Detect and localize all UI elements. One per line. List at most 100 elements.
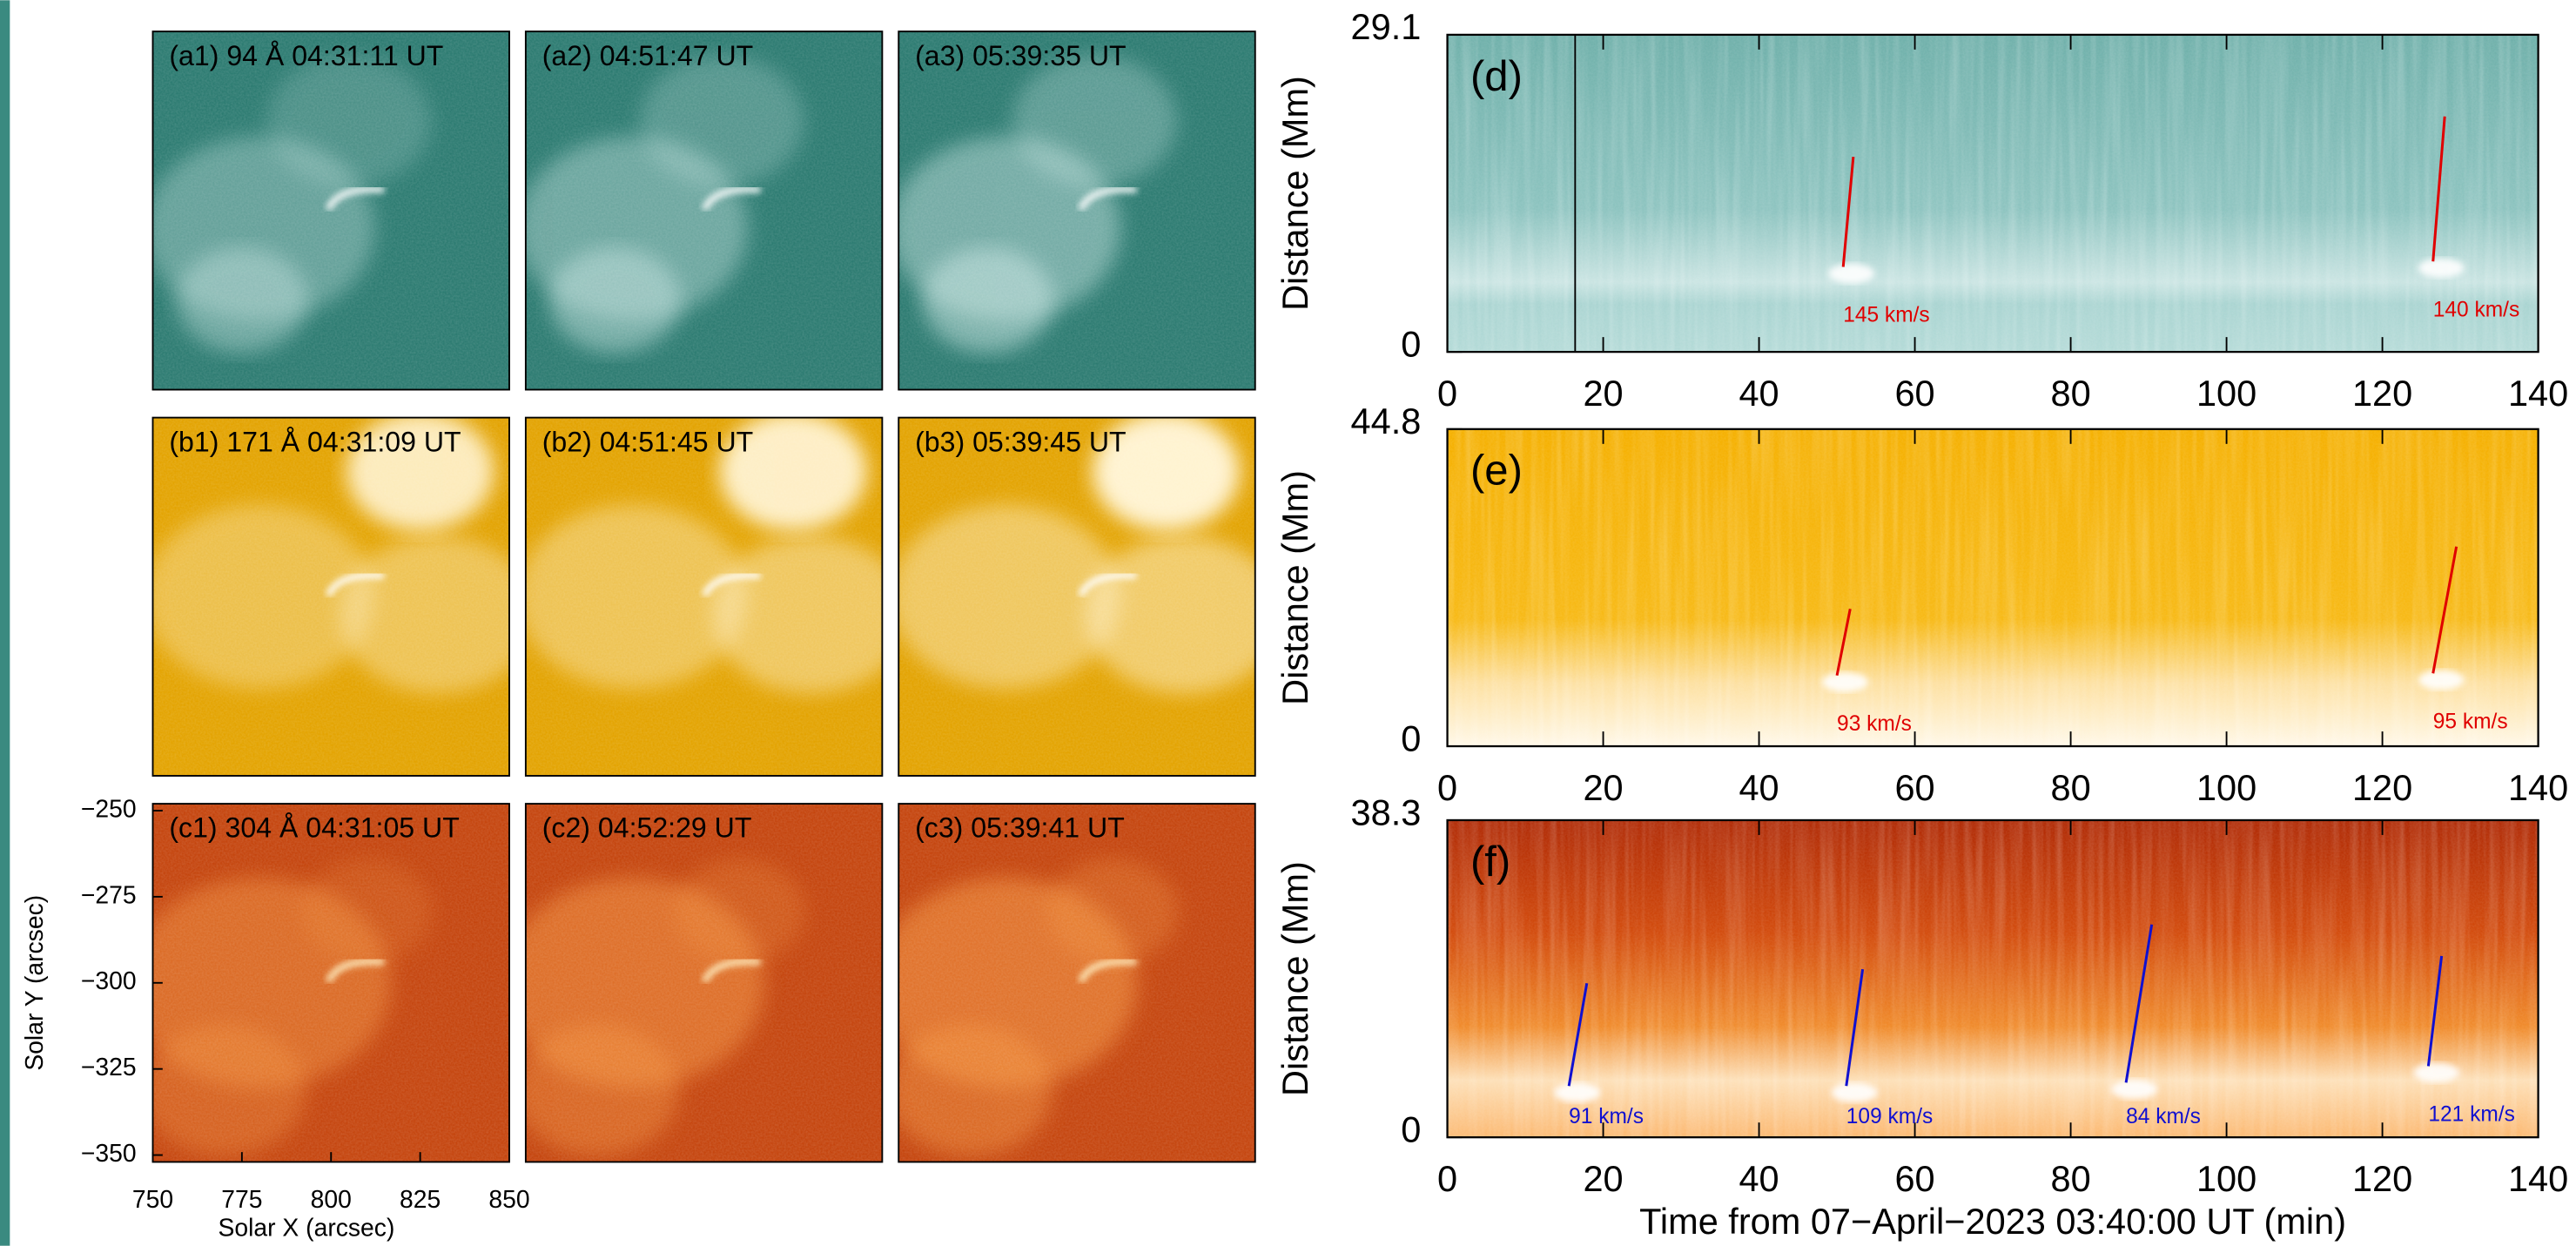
x-tick-label: 800 [311,1185,352,1213]
x-tick-label: 140 [2508,373,2568,414]
image-panel: (a2) 04:51:47 UT [524,30,884,391]
y-tick-label: 0 [1401,323,1421,364]
x-axis-label: Solar X (arcsec) [219,1213,395,1241]
panel-label: (f) [1470,839,1510,886]
y-tick-label: −350 [81,1139,137,1167]
image [152,804,510,1162]
velocity-fit [1845,968,1865,1087]
image-panel: (b2) 04:51:45 UT [524,416,884,777]
velocity-label: 109 km/s [1846,1105,1933,1128]
x-tick-label: 40 [1739,1158,1779,1199]
image-noise [898,804,1255,1162]
plot-frame [1446,33,2539,354]
x-tick-label: 140 [2508,767,2568,808]
image-panel: (b3) 05:39:45 UT [898,416,1256,777]
x-tick-label: 80 [2050,767,2090,808]
image-noise [898,31,1255,390]
panel-label: (d) [1470,53,1523,100]
velocity-fit [2124,924,2154,1083]
panel-label: (c2) 04:52:29 UT [542,812,752,844]
bright-spot [2418,258,2465,279]
x-tick-label: 120 [2352,767,2412,808]
bright-spot [2111,1079,2157,1100]
image-panel: (a1) 94 Å 04:31:11 UT [151,30,510,391]
y-tick-label: 29.1 [1351,6,1422,47]
x-tick-label: 120 [2352,373,2412,414]
x-tick-label: 0 [1437,373,1457,414]
y-axis-label: Distance (Mm) [1275,470,1315,705]
panel-label: (c1) 304 Å 04:31:05 UT [169,812,459,844]
y-axis-label: Solar Y (arcsec) [20,895,48,1071]
stackplot-grain [1447,428,2539,747]
panel-label: (a3) 05:39:35 UT [915,40,1127,71]
panel-label: (a1) 94 Å 04:31:11 UT [169,40,443,71]
image-panel: (a3) 05:39:35 UT [898,30,1256,391]
side-bar [0,0,10,1246]
x-tick-label: 40 [1739,767,1779,808]
image-panel: (c2) 04:52:29 UT [524,803,884,1163]
image-noise [525,417,883,777]
velocity-fit [2426,955,2444,1067]
x-tick-label: 825 [400,1185,441,1213]
velocity-label: 95 km/s [2433,710,2508,733]
x-tick-label: 80 [2050,1158,2090,1199]
x-tick-label: 100 [2196,767,2257,808]
panel-label: (c3) 05:39:41 UT [915,812,1125,844]
velocity-label: 84 km/s [2126,1105,2201,1128]
x-tick-label: 20 [1583,373,1623,414]
image-noise [898,417,1255,777]
image-frame [898,30,1256,391]
image-panel: (b1) 171 Å 04:31:09 UT [151,416,510,777]
stackplot-grain [1447,819,2539,1138]
image [525,804,883,1162]
x-tick-label: 750 [132,1185,173,1213]
panel-label: (a2) 04:51:47 UT [542,40,754,71]
y-tick-label: 44.8 [1351,401,1422,441]
y-tick-label: 0 [1401,717,1421,758]
x-tick-label: 20 [1583,1158,1623,1199]
x-tick-label: 60 [1894,373,1934,414]
stackplot: 0 20 40 60 80 100 120 140 0 44.8 Distance (Mm) (e) 9… [1275,401,2568,808]
y-tick-label: −275 [81,880,137,908]
stackplot: 0 20 40 60 80 100 120 140 0 38.3 Distance (Mm) (f) 9… [1275,791,2568,1199]
bright-spot [2413,1062,2460,1083]
x-tick-label: 100 [2196,1158,2257,1199]
x-axis-label: Time from 07−April−2023 03:40:00 UT (min… [1639,1201,2346,1242]
x-tick-label: 80 [2050,373,2090,414]
y-tick-label: −250 [81,794,137,822]
image-frame [524,803,884,1163]
bright-spot [2418,670,2465,690]
velocity-fit [1835,609,1852,677]
image [152,417,510,777]
image [152,31,510,390]
image-noise [152,417,510,777]
image [898,804,1255,1162]
image-frame [524,416,884,777]
panel-label: (e) [1470,448,1523,495]
panel-label: (b2) 04:51:45 UT [542,426,754,457]
x-tick-label: 0 [1437,767,1457,808]
image [898,31,1255,390]
velocity-fit [2431,116,2446,262]
image-noise [152,804,510,1162]
y-tick-label: −325 [81,1053,137,1081]
x-tick-label: 100 [2196,373,2257,414]
x-tick-label: 60 [1894,767,1934,808]
velocity-label: 91 km/s [1569,1105,1644,1128]
panel-label: (b3) 05:39:45 UT [915,426,1127,457]
image [525,31,883,390]
image-noise [525,31,883,390]
panel-label: (b1) 171 Å 04:31:09 UT [169,426,461,457]
image-panel: (c1) 304 Å 04:31:05 UT [151,803,510,1163]
bright-spot [1828,263,1875,284]
image-frame [151,416,510,777]
velocity-label: 121 km/s [2428,1102,2514,1126]
image-panel: (c3) 05:39:41 UT [898,803,1256,1163]
x-tick-label: 20 [1583,767,1623,808]
image [525,417,883,777]
x-tick-label: 775 [221,1185,262,1213]
x-tick-label: 60 [1894,1158,1934,1199]
image-frame [151,30,510,391]
